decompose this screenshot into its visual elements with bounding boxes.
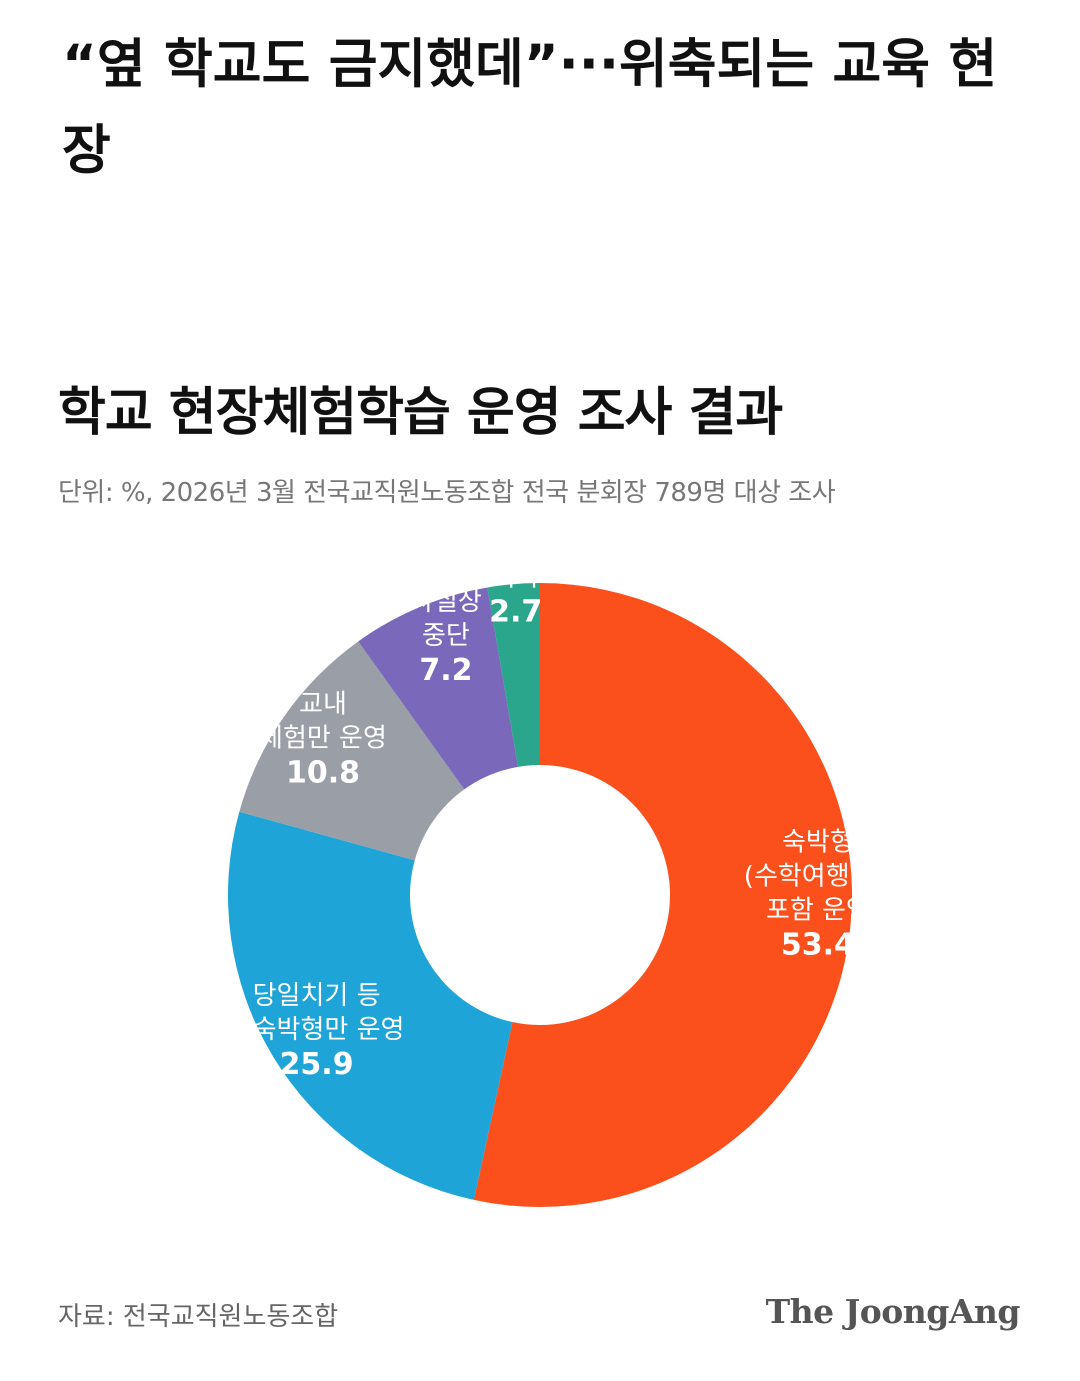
slice-label-0: 숙박형 (수학여행 등) 포함 운영 53.4: [744, 828, 892, 963]
donut-slice-1: [228, 811, 513, 1200]
donut-slice-0: [473, 583, 852, 1207]
slice-label-4: 기타 2.7: [489, 563, 542, 630]
article-headline: “옆 학교도 금지했데”···위축되는 교육 현장: [62, 34, 998, 181]
donut-slice-3: [358, 587, 519, 790]
slice-label-line: 교내: [299, 689, 347, 719]
slice-value: 7.2: [419, 653, 472, 688]
donut-slice-4: [487, 583, 540, 767]
chart-subtitle: 단위: %, 2026년 3월 전국교직원노동조합 전국 분회장 789명 대상…: [58, 478, 836, 508]
chart-title: 학교 현장체험학습 운영 조사 결과: [58, 383, 783, 443]
slice-label-line: 비숙박형만 운영: [229, 1015, 405, 1045]
slice-value: 53.4: [781, 928, 855, 963]
slice-label-line: (수학여행 등): [744, 862, 892, 892]
slice-value: 2.7: [489, 595, 542, 630]
slice-label-line: 숙박형: [782, 828, 854, 858]
chart-source: 자료: 전국교직원노동조합: [58, 1302, 339, 1332]
slice-label-line: 당일치기 등: [253, 981, 381, 1011]
slice-value: 25.9: [280, 1047, 354, 1082]
donut-slice-2: [239, 641, 465, 861]
slice-label-line: 기타: [492, 563, 540, 593]
slice-value: 10.8: [286, 755, 360, 790]
slice-label-line: 체험만 운영: [259, 723, 387, 753]
slice-label-line: 사실상: [410, 587, 482, 617]
slice-label-line: 중단: [422, 621, 470, 651]
publisher-logo: The JoongAng: [765, 1292, 1021, 1331]
slice-label-line: 포함 운영: [766, 896, 870, 926]
